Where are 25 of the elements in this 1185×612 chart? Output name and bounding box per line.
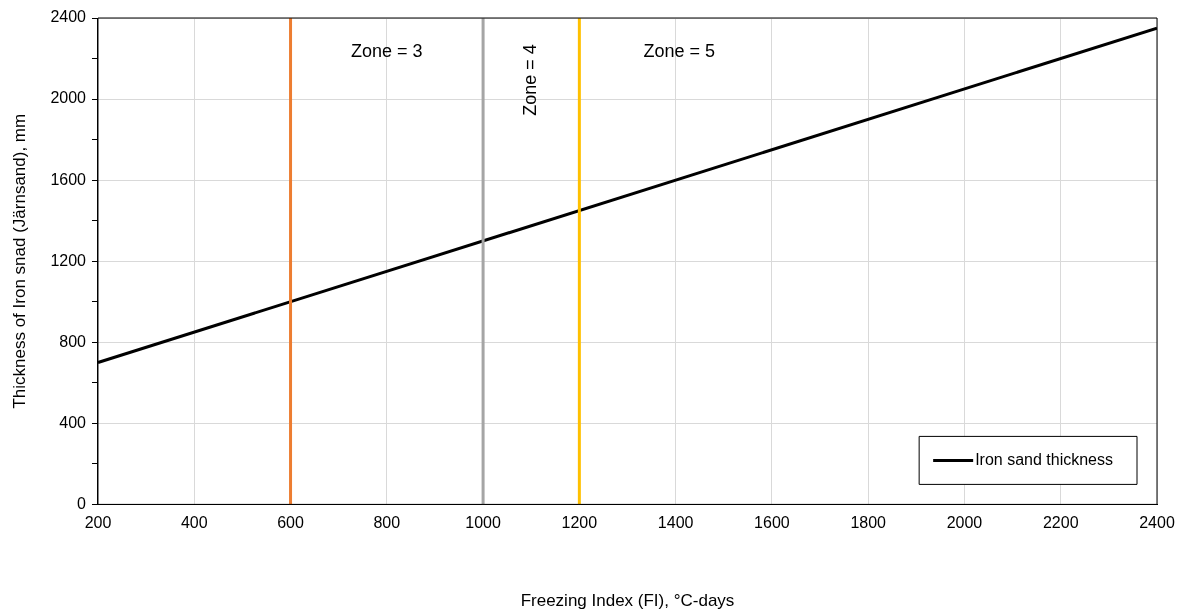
x-axis-title: Freezing Index (FI), °C-days [520,591,735,611]
y-tick-label: 0 [77,494,87,512]
legend-label: Iron sand thickness [975,450,1114,468]
x-tick-label: 1400 [657,514,694,532]
y-axis-title: Thickness of Iron snad (Järnsand), mm [9,113,29,409]
y-tick-label: 1600 [50,170,87,188]
x-tick-label: 400 [180,514,208,532]
y-tick-label: 2400 [50,8,87,26]
x-tick-label: 1600 [754,514,790,532]
x-tick-label: 2400 [1139,514,1175,532]
x-tick-label: 600 [277,514,304,532]
x-tick-label: 200 [84,514,112,532]
annotation: Zone = 4 [520,44,541,116]
x-tick-label: 800 [373,514,401,532]
x-tick-label: 1800 [850,514,887,532]
x-tick-label: 1200 [561,514,598,532]
x-tick-label: 1000 [465,514,501,532]
annotation: Zone = 3 [351,40,423,61]
y-tick-label: 2000 [50,89,87,107]
annotation: Zone = 5 [643,40,716,61]
y-tick-label: 400 [59,413,87,431]
y-tick-label: 1200 [50,251,87,269]
x-tick-label: 2000 [946,514,983,532]
x-tick-label: 2200 [1042,514,1079,532]
y-tick-label: 800 [59,332,87,350]
